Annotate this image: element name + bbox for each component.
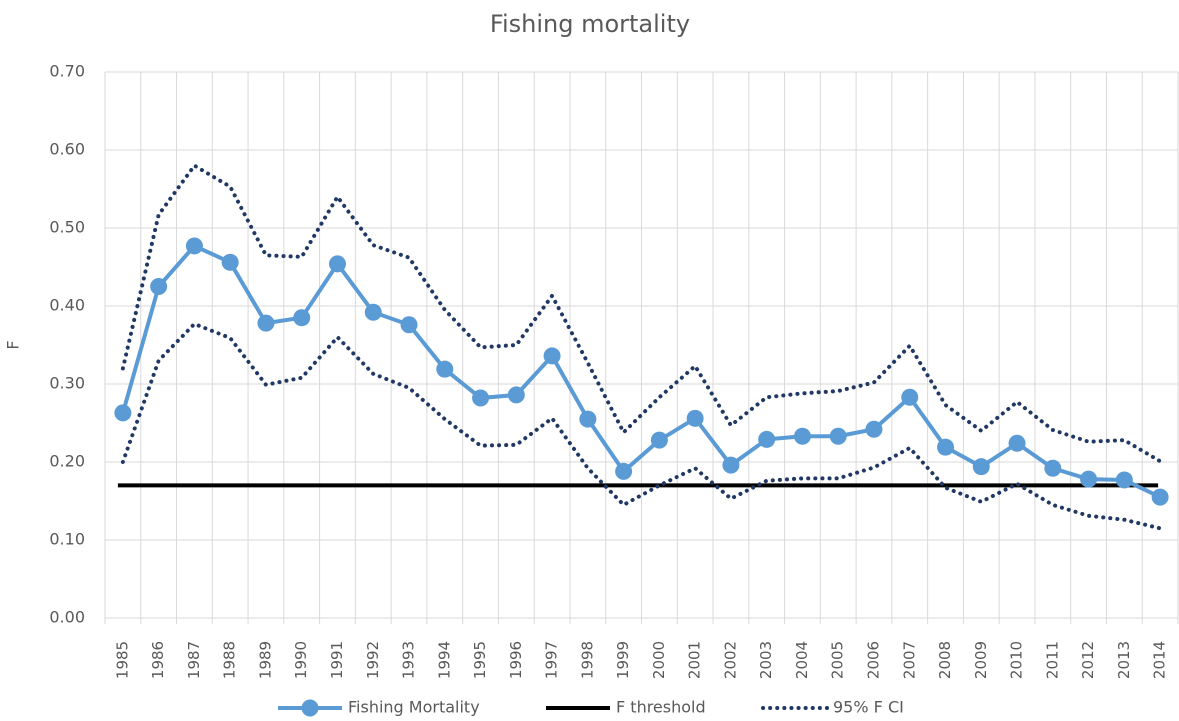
y-tick-label: 0.20 [49,452,85,471]
y-tick-label: 0.40 [49,296,85,315]
series-marker [901,388,919,406]
ci-line [120,321,1163,531]
series-marker [793,427,811,445]
x-tick-label: 1993 [400,641,418,679]
series-marker [543,347,561,365]
series-marker [114,404,132,422]
x-tick-label: 2004 [793,641,811,679]
x-tick-label: 1992 [364,641,382,679]
x-tick-label: 2008 [936,641,954,679]
y-axis-label: F [4,340,23,349]
series-marker [328,255,346,273]
series-marker [436,360,454,378]
x-tick-label: 2012 [1079,641,1097,679]
series-marker [472,389,490,407]
series-marker [221,253,239,271]
legend-marker [301,699,319,717]
chart-title: Fishing mortality [490,10,690,38]
x-tick-label: 1991 [328,641,346,679]
x-tick-label: 2000 [650,641,668,679]
series-marker [937,438,955,456]
x-tick-label: 1995 [471,641,489,679]
x-tick-label: 1988 [221,641,239,679]
series-marker [758,430,776,448]
series-marker [185,237,203,255]
y-tick-label: 0.30 [49,374,85,393]
legend-label: F threshold [616,698,706,717]
x-tick-label: 1994 [435,641,453,679]
series-marker [1008,434,1026,452]
x-tick-label: 2007 [900,641,918,679]
series-marker [829,427,847,445]
series-marker [150,278,168,295]
series-marker [400,316,418,334]
x-tick-label: 1989 [256,641,274,679]
x-tick-label: 2014 [1151,641,1169,679]
x-tick-label: 2002 [721,641,739,679]
series-marker [1151,488,1169,506]
x-tick-label: 2005 [829,641,847,679]
x-tick-label: 2013 [1115,641,1133,679]
series-marker [1080,470,1098,488]
x-tick-label: 1997 [543,641,561,679]
series-marker [293,309,311,327]
legend-label: Fishing Mortality [348,698,480,717]
x-tick-label: 2006 [864,641,882,679]
series-marker [972,458,990,476]
y-tick-label: 0.50 [49,218,85,237]
x-tick-label: 1986 [149,641,167,679]
ci-line [120,163,1163,464]
series-marker [364,303,382,321]
series-marker [686,409,704,427]
x-tick-label: 1990 [292,641,310,679]
series-marker [257,314,275,332]
series-marker [650,431,668,449]
series-marker [865,420,883,438]
x-tick-label: 2009 [972,641,990,679]
x-tick-label: 2003 [757,641,775,679]
y-tick-label: 0.00 [49,608,85,627]
series-marker [1115,471,1133,489]
x-tick-label: 1996 [507,641,525,679]
series-marker [615,462,633,480]
x-tick-label: 1999 [614,641,632,679]
x-tick-label: 2001 [686,641,704,679]
y-tick-label: 0.60 [49,140,85,159]
x-tick-label: 2011 [1043,641,1061,679]
x-tick-label: 2010 [1008,641,1026,679]
y-tick-label: 0.10 [49,530,85,549]
y-tick-label: 0.70 [49,62,85,81]
series-marker [579,410,597,428]
legend-label: 95% F CI [833,698,904,717]
series-marker [1044,459,1062,477]
x-tick-label: 1998 [578,641,596,679]
x-tick-label: 1987 [185,641,203,679]
series-marker [722,456,740,474]
x-tick-label: 1985 [113,641,131,679]
series-marker [507,386,525,404]
